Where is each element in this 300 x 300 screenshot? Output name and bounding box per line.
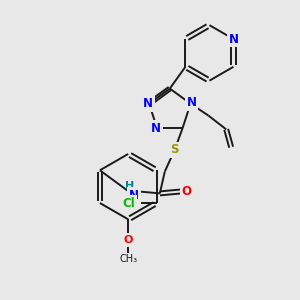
Text: N: N <box>229 32 238 46</box>
Text: H: H <box>125 182 135 191</box>
Text: Cl: Cl <box>122 196 135 209</box>
Text: N: N <box>143 97 153 110</box>
Text: S: S <box>170 143 179 156</box>
Text: CH₃: CH₃ <box>119 254 137 264</box>
Text: N: N <box>129 189 139 202</box>
Text: O: O <box>124 235 133 245</box>
Text: N: N <box>187 96 196 109</box>
Text: N: N <box>151 122 161 134</box>
Text: O: O <box>182 185 192 198</box>
